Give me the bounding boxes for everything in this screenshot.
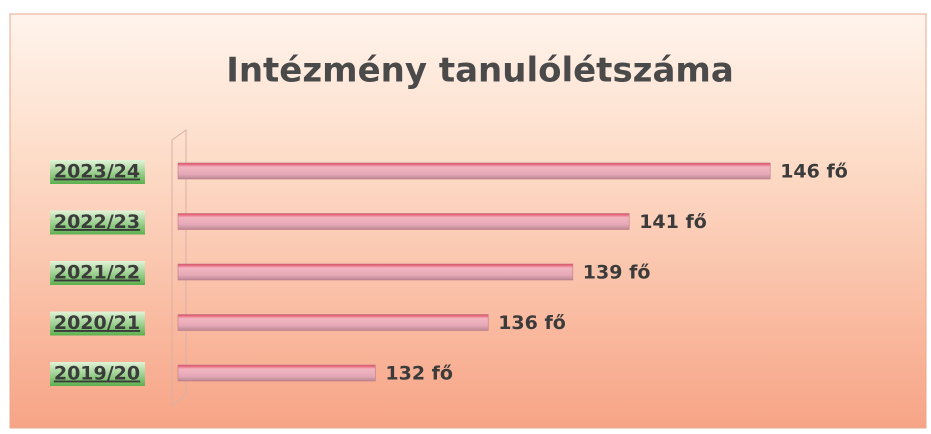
bar: [177, 263, 574, 281]
y-tick-label: 2020/21: [54, 312, 140, 334]
y-tick-label: 2021/22: [54, 262, 140, 284]
data-label: 146 fő: [780, 161, 848, 183]
data-label: 139 fő: [583, 262, 651, 284]
bar: [177, 364, 376, 382]
category-highlight: [50, 362, 145, 386]
y-tick-label: 2023/24: [54, 161, 140, 183]
category-highlight: [50, 160, 145, 184]
data-label: 136 fő: [498, 312, 566, 334]
data-label: 141 fő: [639, 211, 707, 233]
category-highlight: [50, 261, 145, 285]
axis-wall: [171, 129, 187, 406]
category-highlight: [50, 311, 145, 336]
bar: [177, 162, 771, 180]
data-label: 132 fő: [385, 363, 453, 385]
y-tick-label: 2022/23: [54, 211, 140, 233]
bar: [177, 213, 630, 230]
bar: [177, 314, 489, 331]
y-tick-label: 2019/20: [54, 363, 140, 385]
chart-title: Intézmény tanulólétszáma: [226, 51, 734, 91]
category-highlight: [50, 210, 145, 235]
